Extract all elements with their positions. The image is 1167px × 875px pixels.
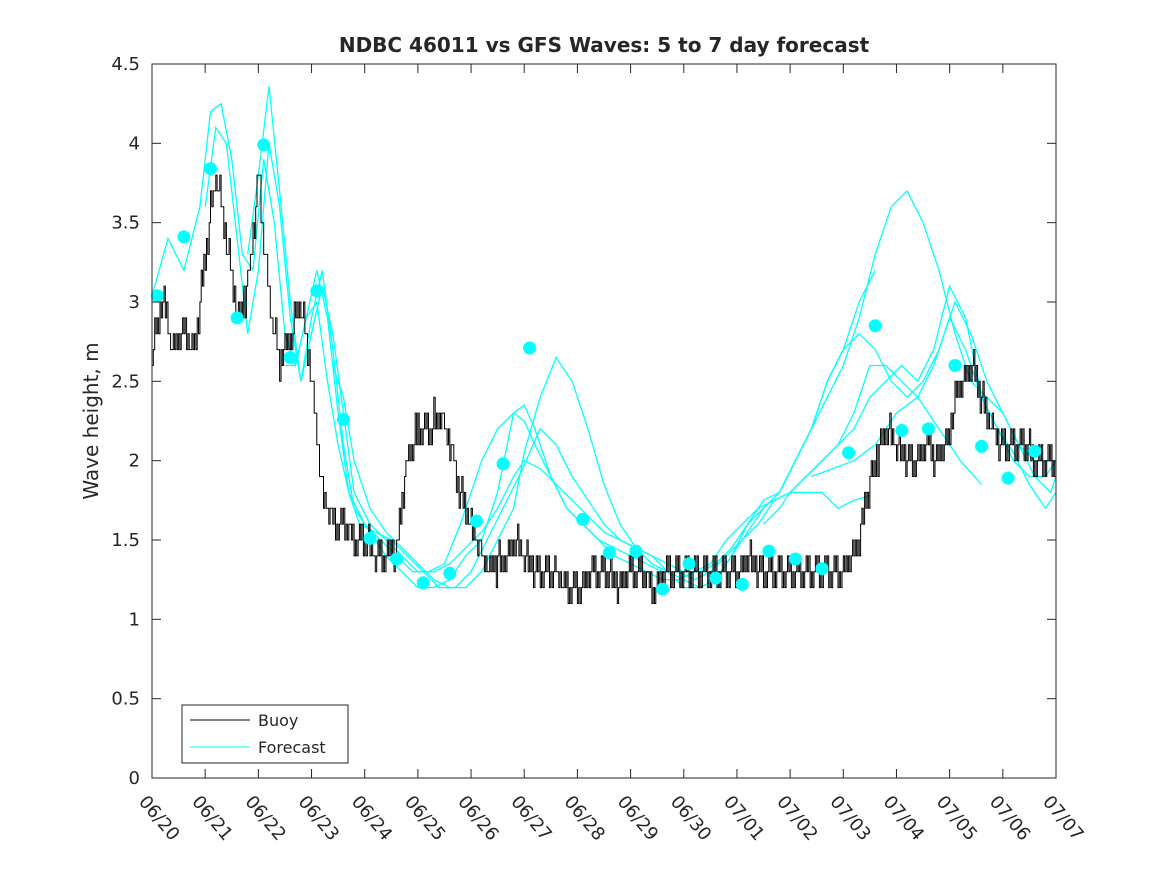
legend: Buoy Forecast	[181, 704, 349, 764]
y-tick-label: 0.5	[111, 689, 140, 710]
forecast-marker	[523, 341, 537, 355]
y-tick-label: 2	[129, 451, 140, 472]
y-axis-ticks: 0 0.5 1 1.5 2 2.5 3 3.5 4 4.5	[111, 54, 1056, 789]
forecast-marker	[602, 546, 616, 560]
forecast-marker	[390, 552, 404, 566]
forecast-marker	[1001, 471, 1015, 485]
plot-area	[150, 86, 1057, 604]
forecast-marker	[762, 544, 776, 558]
forecast-marker	[815, 562, 829, 576]
buoy-line	[152, 174, 1057, 604]
axes-box	[151, 63, 1057, 779]
forecast-marker	[735, 577, 749, 591]
forecast-marker	[204, 162, 217, 176]
forecast-line-3	[284, 300, 1057, 589]
y-tick-label: 4.5	[111, 54, 140, 75]
y-tick-label: 4	[129, 133, 140, 154]
forecast-marker	[283, 351, 297, 364]
forecast-marker	[1028, 444, 1042, 458]
y-tick-label: 3.5	[111, 213, 140, 234]
forecast-marker	[310, 284, 324, 298]
forecast-marker	[682, 557, 696, 571]
forecast-marker	[656, 582, 669, 596]
forecast-marker	[363, 531, 377, 545]
forecast-marker	[921, 422, 935, 436]
y-tick-label: 2.5	[111, 371, 140, 392]
y-tick-label: 1.5	[111, 530, 140, 551]
y-tick-label: 3	[129, 292, 140, 313]
forecast-marker	[469, 514, 483, 528]
forecast-marker	[336, 412, 350, 426]
forecast-marker	[576, 512, 590, 526]
y-tick-label: 1	[129, 609, 140, 630]
y-axis-label: Wave height, m	[79, 342, 103, 499]
forecast-marker	[975, 439, 989, 453]
forecast-marker	[629, 544, 643, 558]
forecast-marker	[177, 230, 191, 244]
forecast-marker	[842, 446, 856, 460]
chart-title: NDBC 46011 vs GFS Waves: 5 to 7 day fore…	[339, 33, 870, 57]
forecast-marker	[496, 457, 510, 471]
forecast-marker	[416, 576, 430, 590]
forecast-marker	[230, 311, 244, 325]
forecast-line-5	[763, 491, 871, 525]
forecast-marker	[868, 319, 882, 333]
y-tick-label: 0	[129, 768, 140, 789]
legend-forecast-label: Forecast	[258, 738, 326, 757]
legend-buoy-label: Buoy	[258, 711, 298, 730]
forecast-marker	[788, 552, 802, 566]
forecast-marker	[895, 424, 909, 437]
forecast-marker	[709, 571, 723, 585]
forecast-marker	[948, 359, 962, 372]
forecast-line-4	[332, 270, 876, 589]
forecast-marker	[257, 138, 271, 152]
forecast-line-6	[811, 396, 983, 485]
forecast-line-1	[204, 125, 1057, 589]
forecast-marker	[443, 566, 457, 580]
legend-box	[181, 704, 349, 764]
forecast-marker	[150, 289, 164, 303]
